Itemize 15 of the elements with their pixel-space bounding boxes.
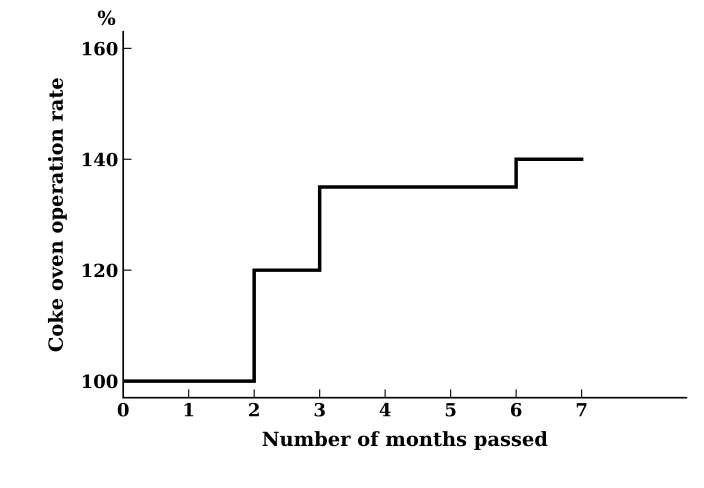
y-tick-label: 100 bbox=[82, 374, 118, 388]
y-tick-label: 140 bbox=[82, 152, 118, 166]
x-tick-label: 2 bbox=[249, 402, 259, 416]
y-axis-title: Coke oven operation rate bbox=[48, 78, 67, 352]
x-tick-label: 1 bbox=[184, 402, 194, 416]
x-tick-label: 0 bbox=[118, 402, 129, 417]
x-tick-label: 6 bbox=[510, 402, 522, 417]
y-tick-label: 120 bbox=[82, 264, 118, 278]
y-tick-label: 160 bbox=[82, 42, 118, 56]
text: % bbox=[98, 10, 116, 26]
x-axis-title: Number of months passed bbox=[262, 431, 548, 450]
x-tick-label: 4 bbox=[380, 402, 391, 416]
x-tick-label: 5 bbox=[446, 403, 456, 417]
x-tick-label: 7 bbox=[576, 403, 586, 416]
x-tick-label: 3 bbox=[314, 402, 325, 417]
